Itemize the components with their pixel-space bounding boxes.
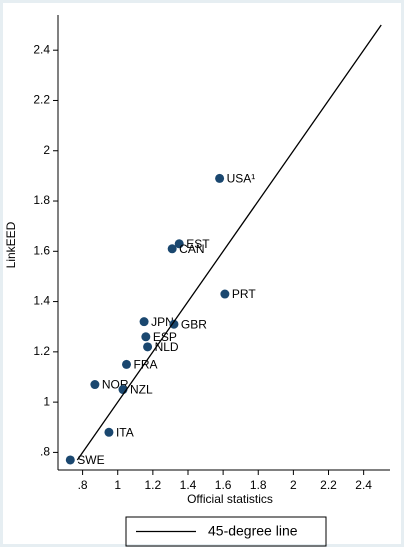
y-axis-title: LinkEED xyxy=(4,221,18,268)
point xyxy=(141,332,151,342)
x-tick-label: 1.6 xyxy=(215,478,232,492)
point-label: ESP xyxy=(153,330,177,344)
point-label: ITA xyxy=(116,425,134,439)
y-tick-label: 1.8 xyxy=(33,193,50,207)
point-label: GBR xyxy=(181,317,207,331)
y-tick-label: 1.2 xyxy=(33,344,50,358)
y-tick-label: 2 xyxy=(43,143,50,157)
x-tick-label: 2.2 xyxy=(320,478,337,492)
point xyxy=(174,239,184,249)
y-tick-label: 1.4 xyxy=(33,294,50,308)
legend-label: 45-degree line xyxy=(208,523,298,539)
x-tick-label: 2 xyxy=(290,478,297,492)
point-label: JPN xyxy=(151,315,174,329)
y-tick-label: .8 xyxy=(40,445,50,459)
point-label: CAN xyxy=(179,242,204,256)
x-tick-label: 1 xyxy=(114,478,121,492)
point xyxy=(122,359,132,369)
point-label: PRT xyxy=(232,287,256,301)
y-tick-label: 1 xyxy=(43,394,50,408)
point xyxy=(65,455,75,465)
point-label: NZL xyxy=(130,383,153,397)
x-tick-label: 1.4 xyxy=(180,478,197,492)
legend-box xyxy=(125,516,327,547)
point-label: USA¹ xyxy=(227,172,256,186)
point-label: FRA xyxy=(134,358,158,372)
x-axis-title: Official statistics xyxy=(187,492,273,506)
point xyxy=(143,342,153,352)
point-label: EST xyxy=(186,237,210,251)
point xyxy=(169,319,179,329)
point-label: NLD xyxy=(155,340,179,354)
point xyxy=(220,289,230,299)
reference-line xyxy=(76,24,382,461)
y-tick-label: 2.2 xyxy=(33,93,50,107)
point xyxy=(167,244,177,254)
x-tick-label: 1.2 xyxy=(145,478,162,492)
x-tick-label: .8 xyxy=(78,478,88,492)
background xyxy=(3,3,401,544)
point xyxy=(139,317,149,327)
y-tick-label: 2.4 xyxy=(33,42,50,56)
x-tick-label: 1.8 xyxy=(250,478,267,492)
point xyxy=(215,173,225,183)
point xyxy=(90,380,100,390)
point-label: SWE xyxy=(77,453,104,467)
x-tick-label: 2.4 xyxy=(355,478,372,492)
y-tick-label: 1.6 xyxy=(33,243,50,257)
point xyxy=(104,427,114,437)
